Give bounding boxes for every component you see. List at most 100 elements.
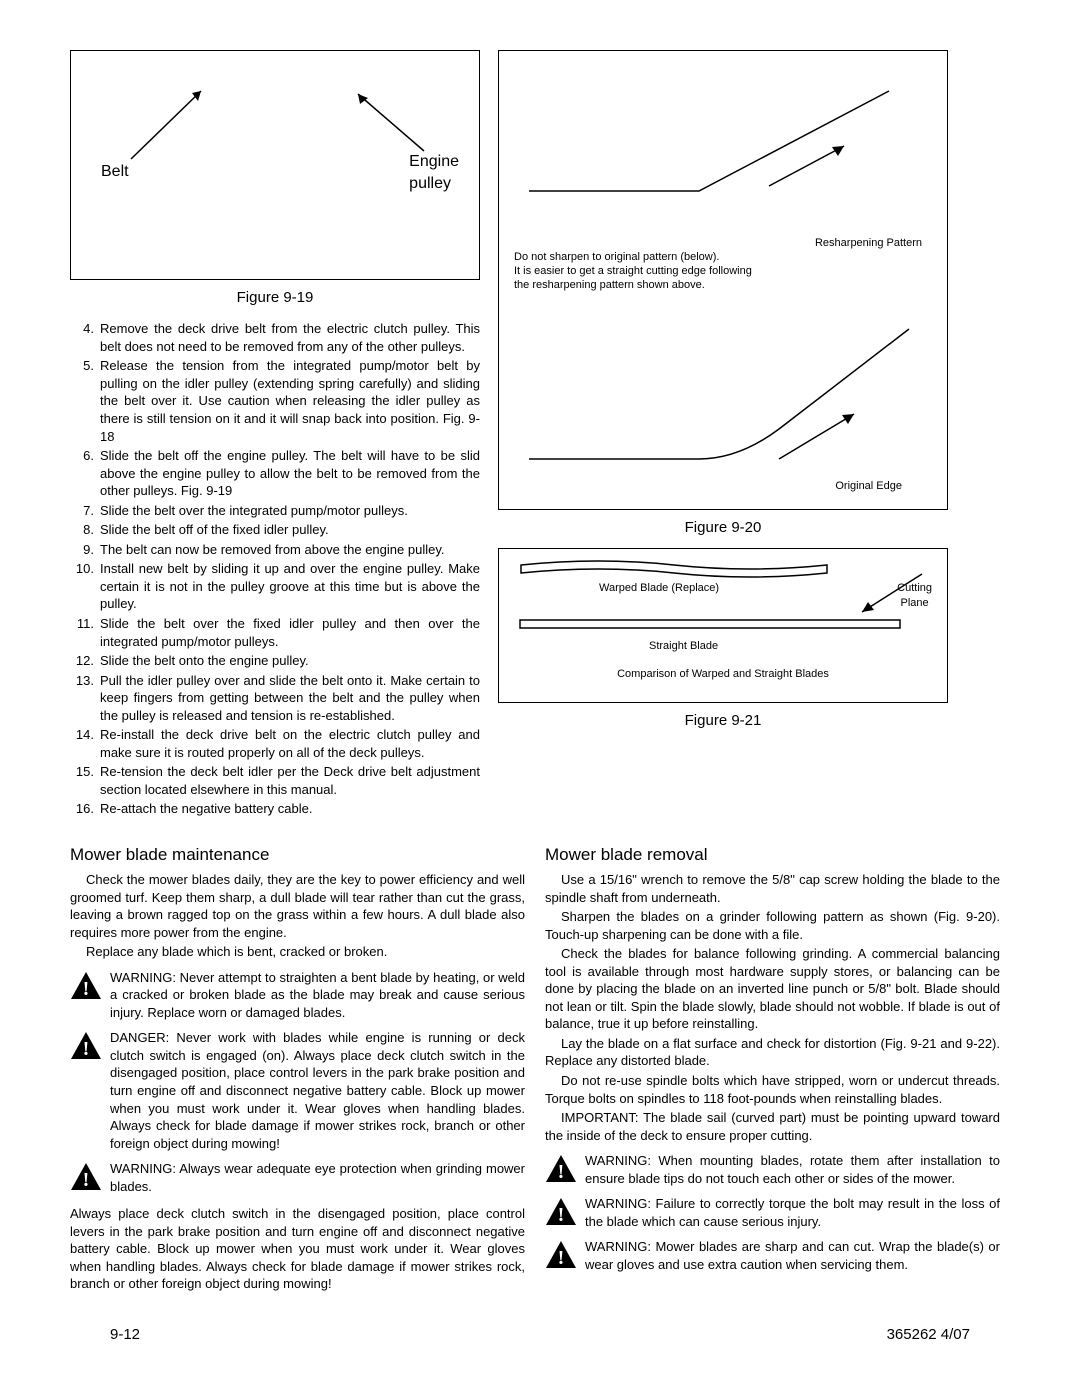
mbr-para-6: IMPORTANT: The blade sail (curved part) … xyxy=(545,1109,1000,1144)
step-num: 10. xyxy=(70,560,100,613)
step-num: 5. xyxy=(70,357,100,445)
note-1: Do not sharpen to original pattern (belo… xyxy=(514,251,719,263)
warning-mounting-blades: ! WARNING: When mounting blades, rotate … xyxy=(545,1152,1000,1187)
page-footer: 9-12 365262 4/07 xyxy=(70,1325,1010,1345)
warning-text: WARNING: Always wear adequate eye protec… xyxy=(110,1160,525,1195)
step-9: 9.The belt can now be removed from above… xyxy=(70,541,480,559)
step-8: 8.Slide the belt off of the fixed idler … xyxy=(70,521,480,539)
body-right-column: Mower blade removal Use a 15/16" wrench … xyxy=(545,828,1000,1295)
figure-9-21: Warped Blade (Replace) Cutting Plane Str… xyxy=(498,548,948,703)
step-text: The belt can now be removed from above t… xyxy=(100,541,480,559)
warped-blade-label: Warped Blade (Replace) xyxy=(599,581,719,596)
mbm-para-2: Replace any blade which is bent, cracked… xyxy=(70,943,525,961)
step-7: 7.Slide the belt over the integrated pum… xyxy=(70,502,480,520)
straight-blade-label: Straight Blade xyxy=(649,639,718,654)
figure-9-20: Resharpening Pattern Do not sharpen to o… xyxy=(498,50,948,510)
warning-icon: ! xyxy=(70,1162,102,1192)
svg-text:!: ! xyxy=(83,978,90,1000)
warning-icon: ! xyxy=(545,1154,577,1184)
mbr-para-5: Do not re-use spindle bolts which have s… xyxy=(545,1072,1000,1107)
sharpening-note: Do not sharpen to original pattern (belo… xyxy=(514,251,752,292)
body-columns: Mower blade maintenance Check the mower … xyxy=(70,828,1010,1295)
belt-label: Belt xyxy=(101,161,129,183)
heading-mower-blade-maintenance: Mower blade maintenance xyxy=(70,844,525,867)
step-text: Slide the belt off of the fixed idler pu… xyxy=(100,521,480,539)
step-num: 7. xyxy=(70,502,100,520)
cutting-plane-label: Cutting Plane xyxy=(897,581,932,611)
step-5: 5.Release the tension from the integrate… xyxy=(70,357,480,445)
body-left-column: Mower blade maintenance Check the mower … xyxy=(70,828,525,1295)
step-num: 14. xyxy=(70,726,100,761)
step-text: Re-tension the deck belt idler per the D… xyxy=(100,763,480,798)
warning-icon: ! xyxy=(545,1240,577,1270)
warped-blade-icon xyxy=(519,559,829,579)
step-4: 4.Remove the deck drive belt from the el… xyxy=(70,320,480,355)
step-14: 14.Re-install the deck drive belt on the… xyxy=(70,726,480,761)
right-column-top: Resharpening Pattern Do not sharpen to o… xyxy=(498,50,948,820)
warning-torque: ! WARNING: Failure to correctly torque t… xyxy=(545,1195,1000,1230)
svg-text:!: ! xyxy=(83,1169,90,1191)
resharpening-diagram xyxy=(519,71,929,241)
page-number: 9-12 xyxy=(110,1325,140,1345)
engine-label-2: pulley xyxy=(409,175,451,192)
step-text: Re-install the deck drive belt on the el… xyxy=(100,726,480,761)
step-num: 16. xyxy=(70,800,100,818)
svg-text:!: ! xyxy=(558,1247,565,1269)
mbr-para-4: Lay the blade on a flat surface and chec… xyxy=(545,1035,1000,1070)
step-16: 16.Re-attach the negative battery cable. xyxy=(70,800,480,818)
step-text: Remove the deck drive belt from the elec… xyxy=(100,320,480,355)
original-edge-label: Original Edge xyxy=(835,479,902,494)
danger-text: DANGER: Never work with blades while eng… xyxy=(110,1029,525,1152)
warning-sharp-blades: ! WARNING: Mower blades are sharp and ca… xyxy=(545,1238,1000,1273)
left-column-top: Belt Engine pulley Figure 9-19 4.Remove … xyxy=(70,50,480,820)
step-12: 12.Slide the belt onto the engine pulley… xyxy=(70,652,480,670)
svg-text:!: ! xyxy=(83,1038,90,1060)
step-text: Slide the belt over the integrated pump/… xyxy=(100,502,480,520)
mbm-para-3: Always place deck clutch switch in the d… xyxy=(70,1205,525,1293)
step-11: 11.Slide the belt over the fixed idler p… xyxy=(70,615,480,650)
step-15: 15.Re-tension the deck belt idler per th… xyxy=(70,763,480,798)
warning-straighten: ! WARNING: Never attempt to straighten a… xyxy=(70,969,525,1022)
warning-text: WARNING: Never attempt to straighten a b… xyxy=(110,969,525,1022)
step-10: 10.Install new belt by sliding it up and… xyxy=(70,560,480,613)
warning-icon: ! xyxy=(70,971,102,1001)
warning-icon: ! xyxy=(70,1031,102,1061)
note-3: the resharpening pattern shown above. xyxy=(514,279,705,291)
step-text: Slide the belt off the engine pulley. Th… xyxy=(100,447,480,500)
resharpening-label: Resharpening Pattern xyxy=(815,236,922,251)
belt-arrow-icon xyxy=(121,81,211,161)
step-text: Pull the idler pulley over and slide the… xyxy=(100,672,480,725)
warning-icon: ! xyxy=(545,1197,577,1227)
straight-blade-icon xyxy=(519,619,929,631)
warning-text: WARNING: Mower blades are sharp and can … xyxy=(585,1238,1000,1273)
step-num: 12. xyxy=(70,652,100,670)
figure-9-21-caption: Figure 9-21 xyxy=(498,711,948,731)
step-13: 13.Pull the idler pulley over and slide … xyxy=(70,672,480,725)
engine-arrow-icon xyxy=(346,86,436,156)
step-num: 8. xyxy=(70,521,100,539)
original-edge-diagram xyxy=(519,309,929,489)
step-num: 13. xyxy=(70,672,100,725)
figure-row: Belt Engine pulley Figure 9-19 4.Remove … xyxy=(70,50,1010,820)
note-2: It is easier to get a straight cutting e… xyxy=(514,265,752,277)
heading-mower-blade-removal: Mower blade removal xyxy=(545,844,1000,867)
manual-page: Belt Engine pulley Figure 9-19 4.Remove … xyxy=(70,50,1010,1345)
svg-text:!: ! xyxy=(558,1204,565,1226)
step-num: 6. xyxy=(70,447,100,500)
warning-text: WARNING: Failure to correctly torque the… xyxy=(585,1195,1000,1230)
step-num: 4. xyxy=(70,320,100,355)
instruction-list: 4.Remove the deck drive belt from the el… xyxy=(70,320,480,818)
warning-eye-protection: ! WARNING: Always wear adequate eye prot… xyxy=(70,1160,525,1195)
mbr-para-2: Sharpen the blades on a grinder followin… xyxy=(545,908,1000,943)
mbr-para-3: Check the blades for balance following g… xyxy=(545,945,1000,1033)
engine-pulley-label: Engine pulley xyxy=(409,151,459,194)
figure-9-20-caption: Figure 9-20 xyxy=(498,518,948,538)
warning-text: WARNING: When mounting blades, rotate th… xyxy=(585,1152,1000,1187)
mbm-para-1: Check the mower blades daily, they are t… xyxy=(70,871,525,941)
step-6: 6.Slide the belt off the engine pulley. … xyxy=(70,447,480,500)
step-text: Slide the belt over the fixed idler pull… xyxy=(100,615,480,650)
figure-9-19-caption: Figure 9-19 xyxy=(70,288,480,308)
mbr-para-1: Use a 15/16" wrench to remove the 5/8" c… xyxy=(545,871,1000,906)
step-num: 11. xyxy=(70,615,100,650)
cutting-2: Plane xyxy=(901,597,929,609)
